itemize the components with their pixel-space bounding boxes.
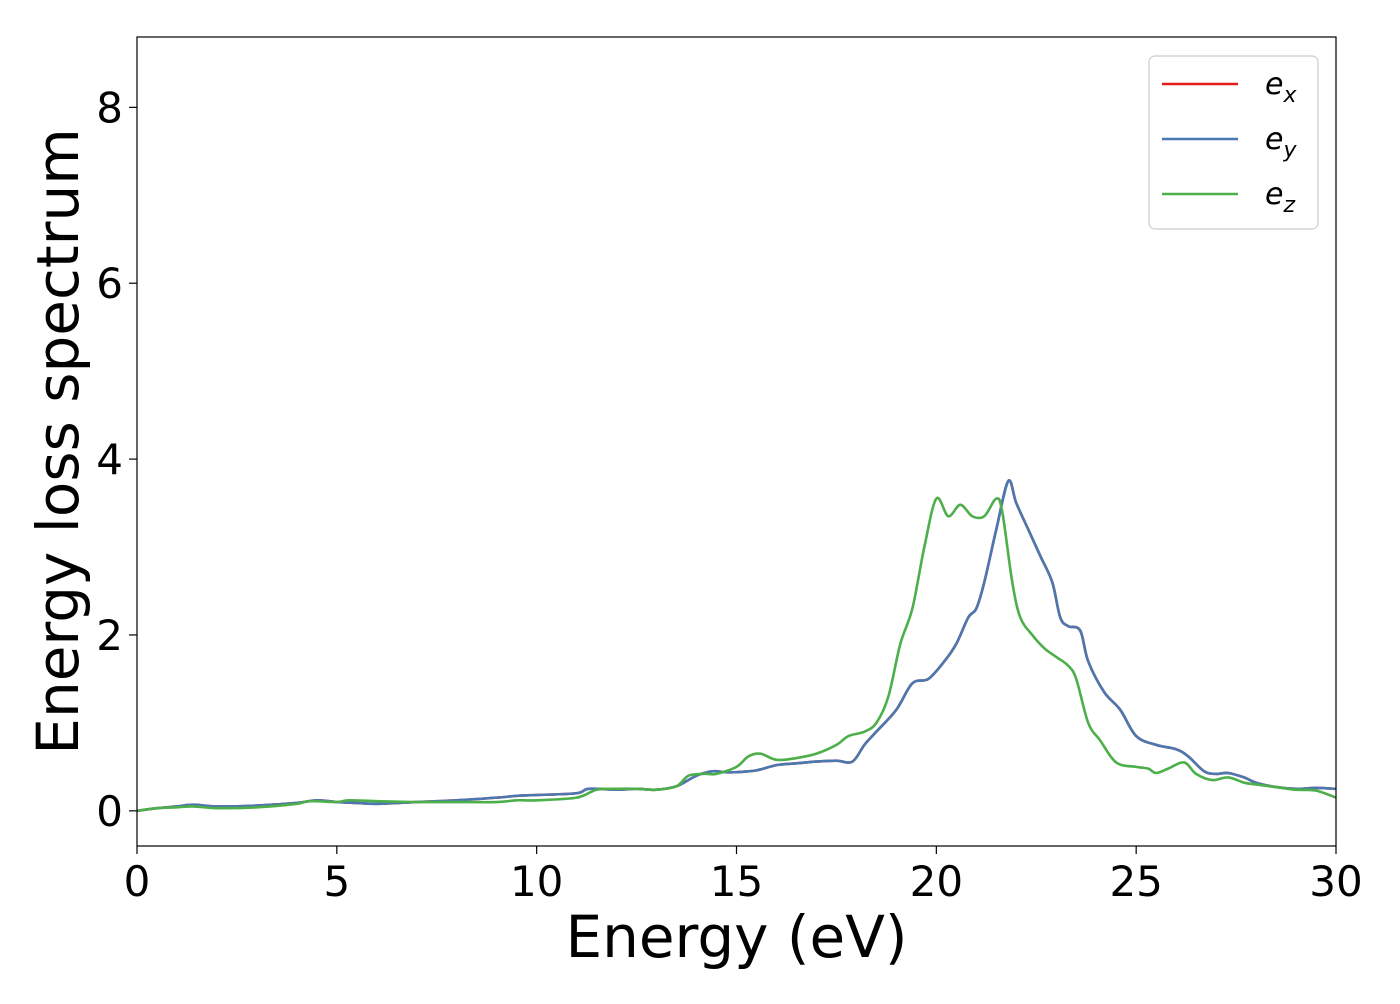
y-tick-label: 6 — [96, 259, 123, 308]
series-line-y — [137, 479, 1336, 813]
x-tick-label: 25 — [1109, 857, 1162, 906]
series-line-x — [137, 479, 1336, 813]
legend-label-x: ex — [1265, 67, 1297, 108]
legend-label-y: ey — [1265, 122, 1297, 163]
series-layer — [137, 479, 1336, 813]
x-tick-label: 10 — [510, 857, 563, 906]
x-tick-label: 15 — [710, 857, 763, 906]
x-tick-label: 20 — [910, 857, 963, 906]
legend-items: ex ey ez — [1162, 67, 1297, 218]
x-axis-label: Energy (eV) — [565, 903, 907, 971]
y-axis-label: Energy loss spectrum — [24, 128, 92, 754]
y-tick-label: 0 — [96, 787, 123, 836]
x-tick-label: 0 — [124, 857, 151, 906]
legend-label-z: ez — [1265, 177, 1295, 218]
y-tick-label: 4 — [96, 435, 123, 484]
legend-frame — [1148, 55, 1319, 230]
legend: ex ey ez — [1148, 55, 1319, 230]
y-axis-ticks: 0 2 4 6 8 — [96, 83, 137, 836]
y-tick-label: 2 — [96, 611, 123, 660]
y-tick-label: 8 — [96, 83, 123, 132]
series-line-z — [137, 496, 1336, 813]
x-tick-label: 5 — [323, 857, 350, 906]
x-axis-ticks: 0 5 10 15 20 25 30 — [124, 846, 1363, 906]
x-tick-label: 30 — [1309, 857, 1362, 906]
